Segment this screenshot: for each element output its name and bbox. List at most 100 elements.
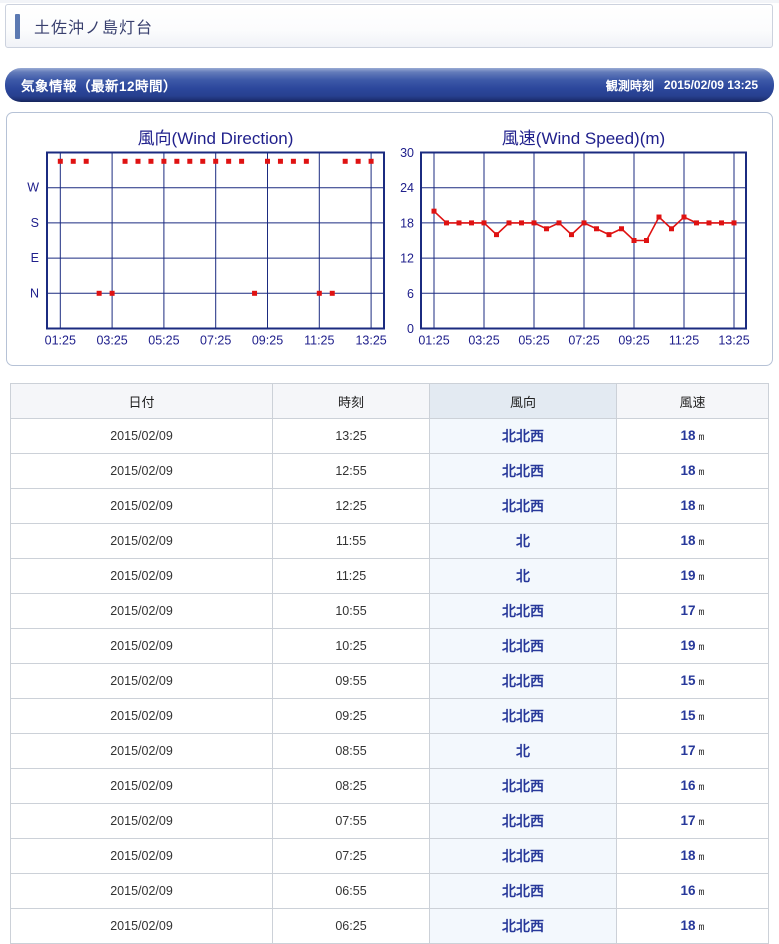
- wind-speed-point: [519, 220, 524, 226]
- wind-speed-point: [644, 238, 649, 243]
- cell-time: 11:25: [272, 558, 430, 594]
- wind-direction-point: [70, 158, 76, 164]
- title-accent-bar: [15, 14, 20, 39]
- x-tick-label: 03:25: [96, 334, 127, 348]
- table-header-row: 日付 時刻 風向 風速: [10, 383, 769, 419]
- table-row: 2015/02/09 08:25 北北西 16 m: [10, 768, 769, 804]
- wind-speed-unit: m: [698, 748, 705, 759]
- header-date: 日付: [10, 383, 273, 419]
- wind-speed-point: [506, 220, 512, 226]
- table-row: 2015/02/09 09:55 北北西 15 m: [10, 663, 769, 699]
- wind-speed-unit: m: [698, 853, 705, 864]
- wind-speed-unit: m: [698, 433, 705, 444]
- cell-wind-speed: 18 m: [616, 908, 769, 944]
- wind-direction-point: [148, 158, 154, 164]
- cell-wind-direction: 北北西: [429, 488, 617, 524]
- cell-wind-speed: 18 m: [616, 488, 769, 524]
- wind-direction-point: [122, 158, 128, 164]
- cell-date: 2015/02/09: [10, 698, 273, 734]
- wind-speed-point: [706, 220, 712, 226]
- wind-direction-point: [252, 290, 258, 296]
- y-tick-label: 6: [407, 287, 414, 301]
- table-row: 2015/02/09 07:25 北北西 18 m: [10, 838, 769, 874]
- wind-direction-point: [355, 158, 361, 164]
- wind-speed-value: 18: [680, 918, 696, 933]
- table-row: 2015/02/09 10:55 北北西 17 m: [10, 593, 769, 629]
- wind-speed-unit: m: [698, 468, 705, 479]
- cell-wind-speed: 15 m: [616, 663, 769, 699]
- cell-wind-direction: 北北西: [429, 453, 617, 489]
- wind-speed-point: [544, 226, 549, 232]
- wind-speed-value: 16: [680, 883, 696, 898]
- cell-date: 2015/02/09: [10, 733, 273, 769]
- x-tick-label: 03:25: [468, 334, 499, 348]
- wind-speed-point: [431, 208, 437, 214]
- wind-speed-unit: m: [698, 573, 705, 584]
- cell-wind-direction: 北北西: [429, 768, 617, 804]
- wind-direction-point: [303, 158, 309, 164]
- wind-speed-chart-title: 風速(Wind Speed)(m): [502, 129, 665, 148]
- cell-time: 12:55: [272, 453, 430, 489]
- cell-date: 2015/02/09: [10, 488, 273, 524]
- header-wind-speed: 風速: [616, 383, 769, 419]
- wind-direction-point: [187, 158, 193, 164]
- wind-speed-value: 19: [680, 638, 696, 653]
- wind-direction-point: [265, 158, 270, 164]
- cell-wind-speed: 17 m: [616, 803, 769, 839]
- wind-direction-point: [161, 158, 167, 164]
- wind-speed-value: 19: [680, 568, 696, 583]
- observation-time: 観測時刻 2015/02/09 13:25: [606, 77, 758, 94]
- cell-wind-speed: 18 m: [616, 523, 769, 559]
- charts-panel: 01:25 03:25 05:25 07:25 09:25 11:25 13:25 風向(Wi…: [6, 112, 773, 366]
- y-tick-label: 24: [400, 181, 414, 195]
- wind-speed-point: [444, 220, 449, 226]
- cell-time: 06:25: [272, 908, 430, 944]
- cell-wind-direction: 北: [429, 558, 617, 594]
- table-row: 2015/02/09 11:25 北 19 m: [10, 558, 769, 594]
- cell-wind-direction: 北北西: [429, 838, 617, 874]
- section-title: 気象情報（最新12時間）: [21, 79, 178, 94]
- wind-speed-point: [531, 220, 537, 226]
- observation-time-value: 2015/02/09 13:25: [663, 78, 758, 92]
- wind-speed-point: [656, 214, 662, 220]
- wind-direction-point: [277, 158, 283, 164]
- cell-time: 11:55: [272, 523, 430, 559]
- table-row: 2015/02/09 10:25 北北西 19 m: [10, 628, 769, 664]
- table-row: 2015/02/09 13:25 北北西 18 m: [10, 418, 769, 454]
- x-tick-label: 09:25: [252, 334, 283, 348]
- wind-speed-point: [456, 220, 462, 226]
- wind-speed-unit: m: [698, 643, 705, 654]
- cell-wind-speed: 19 m: [616, 558, 769, 594]
- cell-time: 07:25: [272, 838, 430, 874]
- cell-time: 08:55: [272, 733, 430, 769]
- cell-time: 10:25: [272, 628, 430, 664]
- wind-speed-point: [719, 220, 724, 226]
- wind-direction-chart-title: 風向(Wind Direction): [138, 129, 294, 148]
- wind-speed-point: [669, 226, 674, 232]
- wind-speed-point: [581, 220, 587, 226]
- cell-wind-speed: 16 m: [616, 873, 769, 909]
- y-tick-label: 0: [407, 322, 414, 336]
- wind-direction-point: [109, 290, 115, 296]
- header-time: 時刻: [272, 383, 430, 419]
- wind-direction-point: [290, 158, 296, 164]
- wind-speed-point: [631, 238, 637, 243]
- cell-date: 2015/02/09: [10, 558, 273, 594]
- cell-date: 2015/02/09: [10, 418, 273, 454]
- wind-speed-value: 17: [680, 813, 696, 828]
- wind-speed-unit: m: [698, 923, 705, 934]
- observation-time-label: 観測時刻: [605, 78, 654, 93]
- table-row: 2015/02/09 06:25 北北西 18 m: [10, 908, 769, 944]
- wind-direction-point: [316, 290, 322, 296]
- wind-speed-value: 18: [680, 463, 696, 478]
- x-tick-label: 05:25: [518, 334, 549, 348]
- wind-direction-point: [329, 290, 335, 296]
- cell-date: 2015/02/09: [10, 838, 273, 874]
- cell-time: 12:25: [272, 488, 430, 524]
- wind-speed-value: 16: [680, 778, 696, 793]
- cell-date: 2015/02/09: [10, 873, 273, 909]
- wind-speed-unit: m: [698, 538, 705, 549]
- page-header: 土佐沖ノ島灯台: [5, 4, 773, 48]
- cell-time: 09:25: [272, 698, 430, 734]
- wind-speed-point: [731, 220, 737, 226]
